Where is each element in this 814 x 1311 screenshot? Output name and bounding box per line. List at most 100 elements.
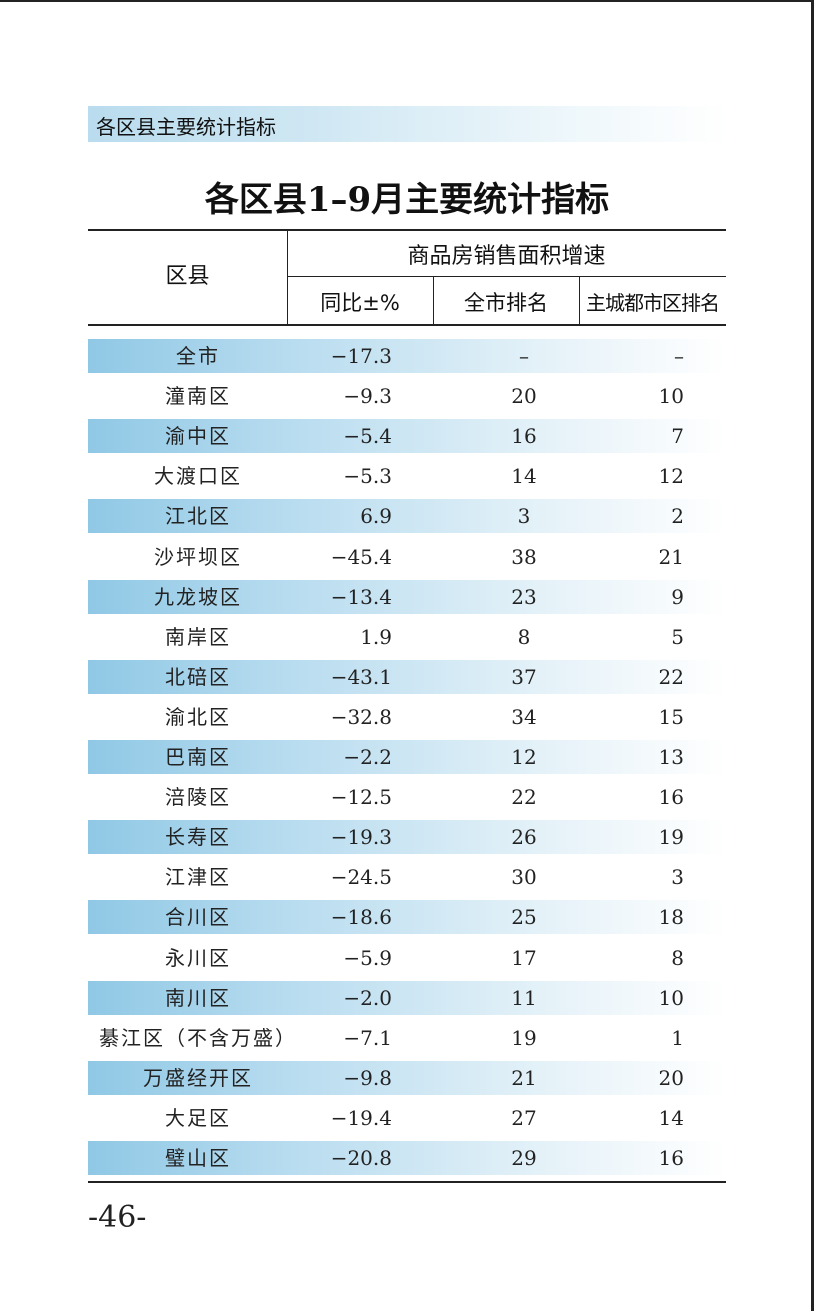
cell-district: 长寿区 — [165, 825, 231, 849]
cell-yoy: 6.9 — [360, 504, 392, 528]
header-divider-1 — [287, 231, 288, 324]
cell-yoy: −19.4 — [330, 1106, 392, 1130]
cell-yoy: −18.6 — [330, 905, 392, 929]
section-banner: 各区县主要统计指标 — [88, 106, 728, 142]
table-row: 合川区 −18.6 25 18 — [88, 900, 726, 934]
cell-yoy: −2.0 — [343, 986, 392, 1010]
cell-main-city-rank: 10 — [658, 986, 684, 1010]
cell-city-rank: 16 — [511, 424, 537, 448]
cell-city-rank: 25 — [511, 905, 537, 929]
cell-yoy: 1.9 — [360, 625, 392, 649]
cell-main-city-rank: 13 — [658, 745, 684, 769]
cell-district: 南川区 — [165, 986, 231, 1010]
cell-yoy: −7.1 — [343, 1026, 392, 1050]
table-bottom-rule — [88, 1181, 726, 1183]
header-city-rank: 全市排名 — [464, 291, 548, 315]
cell-main-city-rank: 12 — [658, 464, 684, 488]
cell-district: 万盛经开区 — [143, 1066, 253, 1090]
cell-main-city-rank: 10 — [658, 384, 684, 408]
cell-district: 九龙坡区 — [154, 585, 242, 609]
cell-city-rank: 27 — [511, 1106, 537, 1130]
cell-yoy: −12.5 — [330, 785, 392, 809]
cell-city-rank: 38 — [511, 545, 537, 569]
cell-city-rank: 17 — [511, 946, 537, 970]
table-row: 渝北区 −32.8 34 15 — [88, 700, 726, 734]
cell-yoy: −5.9 — [343, 946, 392, 970]
cell-yoy: −2.2 — [343, 745, 392, 769]
cell-district: 南岸区 — [165, 625, 231, 649]
cell-yoy: −20.8 — [330, 1146, 392, 1170]
page-number: -46- — [88, 1200, 147, 1235]
cell-district: 江津区 — [165, 865, 231, 889]
cell-main-city-rank: 1 — [671, 1026, 684, 1050]
cell-main-city-rank: 7 — [671, 424, 684, 448]
cell-district: 江北区 — [165, 504, 231, 528]
cell-yoy: −5.3 — [343, 464, 392, 488]
table-row: 南川区 −2.0 11 10 — [88, 981, 726, 1015]
table-row: 大渡口区 −5.3 14 12 — [88, 459, 726, 493]
table-row: 沙坪坝区 −45.4 38 21 — [88, 540, 726, 574]
cell-main-city-rank: 16 — [658, 785, 684, 809]
header-yoy: 同比±% — [320, 291, 400, 315]
cell-yoy: −43.1 — [330, 665, 392, 689]
page-frame-right — [811, 0, 814, 1311]
cell-district: 涪陵区 — [165, 785, 231, 809]
cell-district: 大渡口区 — [154, 464, 242, 488]
cell-district: 綦江区（不含万盛） — [99, 1026, 297, 1050]
cell-city-rank: 37 — [511, 665, 537, 689]
cell-main-city-rank: 18 — [658, 905, 684, 929]
cell-city-rank: 20 — [511, 384, 537, 408]
cell-city-rank: 23 — [511, 585, 537, 609]
cell-district: 合川区 — [165, 905, 231, 929]
cell-main-city-rank: 20 — [658, 1066, 684, 1090]
cell-district: 巴南区 — [165, 745, 231, 769]
cell-district: 渝北区 — [165, 705, 231, 729]
cell-city-rank: 11 — [511, 986, 537, 1010]
table-row: 九龙坡区 −13.4 23 9 — [88, 580, 726, 614]
header-main-city-rank: 主城都市区排名 — [586, 291, 720, 315]
cell-district: 渝中区 — [165, 424, 231, 448]
table-row: 涪陵区 −12.5 22 16 — [88, 780, 726, 814]
cell-city-rank: 3 — [517, 504, 531, 528]
cell-city-rank: 29 — [511, 1146, 537, 1170]
table-row: 潼南区 −9.3 20 10 — [88, 379, 726, 413]
cell-main-city-rank: 19 — [658, 825, 684, 849]
cell-main-city-rank: 8 — [671, 946, 684, 970]
cell-district: 大足区 — [165, 1106, 231, 1130]
header-group: 商品房销售面积增速 — [407, 244, 606, 269]
cell-yoy: −9.8 — [343, 1066, 392, 1090]
header-sub-rule — [287, 276, 726, 277]
cell-city-rank: 30 — [511, 865, 537, 889]
table-row: 南岸区 1.9 8 5 — [88, 620, 726, 654]
table-row: 万盛经开区 −9.8 21 20 — [88, 1061, 726, 1095]
table-row: 綦江区（不含万盛） −7.1 19 1 — [88, 1021, 726, 1055]
cell-yoy: −45.4 — [330, 545, 392, 569]
table-row: 北碚区 −43.1 37 22 — [88, 660, 726, 694]
section-banner-label: 各区县主要统计指标 — [96, 115, 276, 139]
cell-city-rank: 34 — [511, 705, 537, 729]
table-top-rule — [88, 229, 726, 231]
cell-city-rank: 12 — [511, 745, 537, 769]
cell-city-rank: 21 — [511, 1066, 537, 1090]
cell-yoy: −17.3 — [330, 344, 392, 368]
cell-city-rank: – — [519, 344, 529, 368]
table-row: 璧山区 −20.8 29 16 — [88, 1141, 726, 1175]
table-row: 巴南区 −2.2 12 13 — [88, 740, 726, 774]
cell-yoy: −9.3 — [343, 384, 392, 408]
cell-yoy: −19.3 — [330, 825, 392, 849]
cell-yoy: −13.4 — [330, 585, 392, 609]
cell-district: 全市 — [176, 344, 220, 368]
header-divider-3 — [579, 277, 580, 324]
header-divider-2 — [433, 277, 434, 324]
cell-district: 北碚区 — [165, 665, 231, 689]
cell-main-city-rank: 5 — [671, 625, 684, 649]
cell-city-rank: 22 — [511, 785, 537, 809]
cell-yoy: −32.8 — [330, 705, 392, 729]
header-district: 区县 — [165, 264, 210, 289]
table-row: 长寿区 −19.3 26 19 — [88, 820, 726, 854]
table-row: 大足区 −19.4 27 14 — [88, 1101, 726, 1135]
cell-main-city-rank: 15 — [658, 705, 684, 729]
table-row: 江津区 −24.5 30 3 — [88, 860, 726, 894]
cell-main-city-rank: 21 — [658, 545, 684, 569]
page-title: 各区县1–9月主要统计指标 — [204, 180, 610, 220]
